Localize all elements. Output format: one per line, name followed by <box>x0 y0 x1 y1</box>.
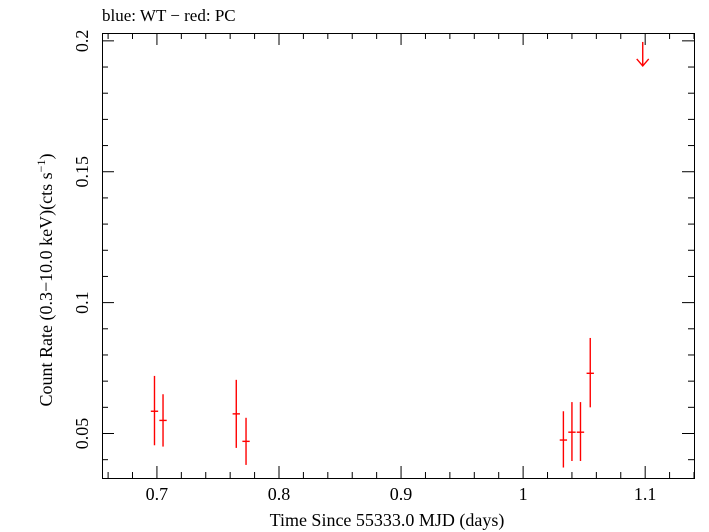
y-axis: 0.05 0.1 0.15 0.2 <box>72 30 694 461</box>
x-tick-label: 0.8 <box>268 484 291 504</box>
data-point <box>559 411 568 468</box>
y-axis-label: Count Rate (0.3−10.0 keV)(cts s−1) <box>34 154 57 407</box>
x-tick-label: 1 <box>519 484 528 504</box>
x-tick-label: 1.1 <box>634 484 657 504</box>
y-axis-label-exponent: −1 <box>34 160 48 173</box>
data-series-pc <box>150 41 650 468</box>
y-tick-label: 0.05 <box>72 418 92 450</box>
data-point <box>159 394 167 447</box>
x-tick-label: 0.7 <box>146 484 169 504</box>
y-tick-label: 0.1 <box>72 291 92 314</box>
y-axis-label-main: Count Rate (0.3−10.0 keV)(cts s <box>36 172 57 406</box>
data-point <box>568 402 576 461</box>
x-axis: 0.7 0.8 0.9 1 1.1 <box>107 33 695 504</box>
data-point <box>150 375 159 446</box>
y-axis-label-end: ) <box>36 154 57 160</box>
y-tick-label: 0.2 <box>72 30 92 53</box>
upper-limit-arrow <box>636 41 650 68</box>
data-point <box>232 379 240 448</box>
upper-limit-head <box>636 58 650 68</box>
y-tick-label: 0.15 <box>72 156 92 188</box>
chart-title: blue: WT − red: PC <box>102 6 236 25</box>
x-tick-label: 0.9 <box>390 484 413 504</box>
data-point <box>586 337 594 408</box>
plot-frame <box>102 33 695 479</box>
data-point <box>242 417 250 465</box>
x-axis-label: Time Since 55333.0 MJD (days) <box>270 510 505 531</box>
data-point <box>576 402 585 461</box>
